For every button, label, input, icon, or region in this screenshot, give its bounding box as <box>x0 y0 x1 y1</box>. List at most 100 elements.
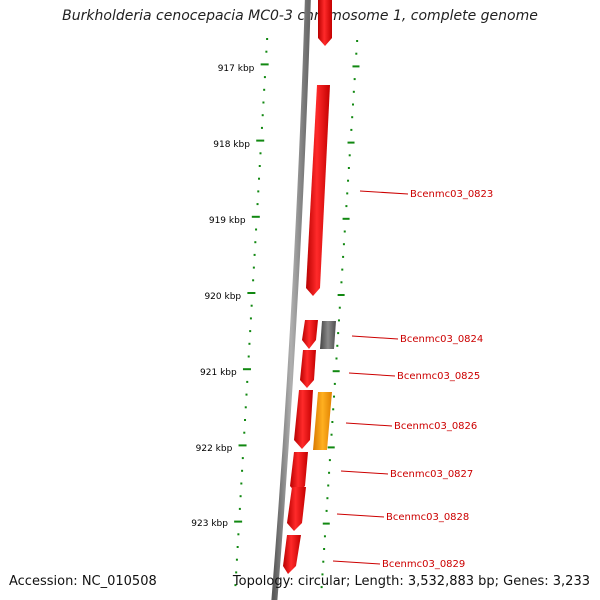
gene-track <box>283 0 336 574</box>
minor-tick-right <box>347 167 350 169</box>
gene-arrow[interactable] <box>290 452 308 494</box>
kbp-tick-label: 917 kbp <box>218 64 255 74</box>
minor-tick-right <box>323 548 326 550</box>
minor-tick-left <box>265 50 268 53</box>
minor-tick-right <box>352 90 355 93</box>
minor-tick-right <box>337 319 340 322</box>
minor-tick-left <box>266 38 269 40</box>
gene-arrow[interactable] <box>302 320 318 349</box>
major-tick-right <box>352 65 360 68</box>
gene-label[interactable]: Bcenmc03_0826 <box>394 421 477 432</box>
minor-tick-right <box>342 255 345 258</box>
accession-text: Accession: NC_010508 <box>9 574 157 589</box>
minor-tick-left <box>252 279 255 282</box>
major-tick-left <box>238 444 247 447</box>
gene-label-leader <box>345 422 393 427</box>
minor-tick-left <box>234 584 237 587</box>
gene-label[interactable]: Bcenmc03_0823 <box>410 189 493 200</box>
gene-label-leader <box>351 335 399 340</box>
major-tick-left <box>242 368 251 371</box>
minor-tick-left <box>236 546 239 548</box>
minor-tick-left <box>239 495 242 498</box>
gene-arrow[interactable] <box>294 390 313 449</box>
minor-tick-right <box>346 192 349 195</box>
major-tick-left <box>234 520 243 523</box>
gene-arrow[interactable] <box>306 85 330 296</box>
minor-tick-right <box>343 230 346 233</box>
major-tick-right <box>322 522 330 525</box>
minor-tick-right <box>327 484 330 487</box>
minor-tick-right <box>333 395 336 398</box>
minor-tick-left <box>235 571 238 574</box>
minor-tick-right <box>352 103 355 106</box>
gene-arrow[interactable] <box>318 0 332 46</box>
gene-arrow[interactable] <box>287 487 306 531</box>
minor-tick-left <box>262 101 265 104</box>
major-tick-left <box>256 139 265 142</box>
kbp-tick-label: 923 kbp <box>191 519 228 529</box>
minor-tick-right <box>332 408 335 411</box>
minor-tick-right <box>337 332 340 335</box>
minor-tick-right <box>328 459 331 462</box>
gene-arrow[interactable] <box>283 535 301 574</box>
minor-tick-right <box>326 497 329 500</box>
minor-tick-right <box>355 52 358 55</box>
gene-label[interactable]: Bcenmc03_0829 <box>382 559 465 570</box>
gene-label[interactable]: Bcenmc03_0825 <box>397 371 480 382</box>
minor-tick-right <box>322 560 325 563</box>
gene-arrow-grey[interactable] <box>320 321 336 349</box>
minor-tick-left <box>254 241 257 244</box>
minor-tick-right <box>350 128 353 131</box>
gene-label-leader <box>340 470 389 475</box>
map-title: Burkholderia cenocepacia MC0-3 chromosom… <box>62 8 538 24</box>
ruler-ticks-left: 917 kbp 918 kbp 919 kbp 920 kbp 921 kbp 922 k… <box>191 38 269 587</box>
minor-tick-right <box>351 116 354 119</box>
minor-tick-left <box>258 177 261 180</box>
minor-tick-left <box>241 469 244 472</box>
minor-tick-right <box>341 268 344 271</box>
gene-label-leader <box>336 513 385 518</box>
genome-stats-text: Topology: circular; Length: 3,532,883 bp… <box>232 574 590 589</box>
minor-tick-left <box>247 355 250 358</box>
kbp-tick-label: 921 kbp <box>200 368 237 378</box>
minor-tick-left <box>235 558 238 561</box>
kbp-tick-label: 919 kbp <box>209 216 246 226</box>
gene-arrow-orange[interactable] <box>313 392 332 450</box>
minor-tick-left <box>249 317 252 320</box>
minor-tick-right <box>336 344 339 347</box>
minor-tick-left <box>237 533 240 536</box>
minor-tick-right <box>348 154 351 157</box>
major-tick-left <box>247 292 256 294</box>
minor-tick-left <box>257 190 260 193</box>
minor-tick-right <box>321 573 324 576</box>
minor-tick-right <box>347 179 350 182</box>
gene-label[interactable]: Bcenmc03_0824 <box>400 334 483 345</box>
minor-tick-left <box>243 431 246 434</box>
minor-tick-left <box>263 76 266 79</box>
ruler-ticks-right <box>320 40 360 589</box>
minor-tick-right <box>320 586 323 589</box>
major-tick-right <box>342 217 350 220</box>
minor-tick-right <box>325 509 328 512</box>
minor-tick-right <box>340 281 343 284</box>
minor-tick-right <box>356 40 359 42</box>
gene-arrow[interactable] <box>300 350 316 388</box>
gene-label[interactable]: Bcenmc03_0828 <box>386 512 469 523</box>
minor-tick-right <box>328 471 331 474</box>
gene-label[interactable]: Bcenmc03_0827 <box>390 469 473 480</box>
minor-tick-right <box>345 205 348 208</box>
minor-tick-left <box>238 507 241 510</box>
gene-label-leader <box>348 372 396 377</box>
minor-tick-left <box>253 253 256 256</box>
minor-tick-left <box>244 419 247 421</box>
gene-label-leader <box>359 190 409 195</box>
major-tick-right <box>332 370 340 373</box>
minor-tick-left <box>263 88 266 91</box>
gene-label-leader <box>332 560 381 565</box>
minor-tick-left <box>255 228 258 231</box>
minor-tick-right <box>323 535 326 538</box>
minor-tick-right <box>333 382 336 385</box>
major-tick-left <box>251 215 260 218</box>
chromosome-backbone <box>271 0 311 600</box>
